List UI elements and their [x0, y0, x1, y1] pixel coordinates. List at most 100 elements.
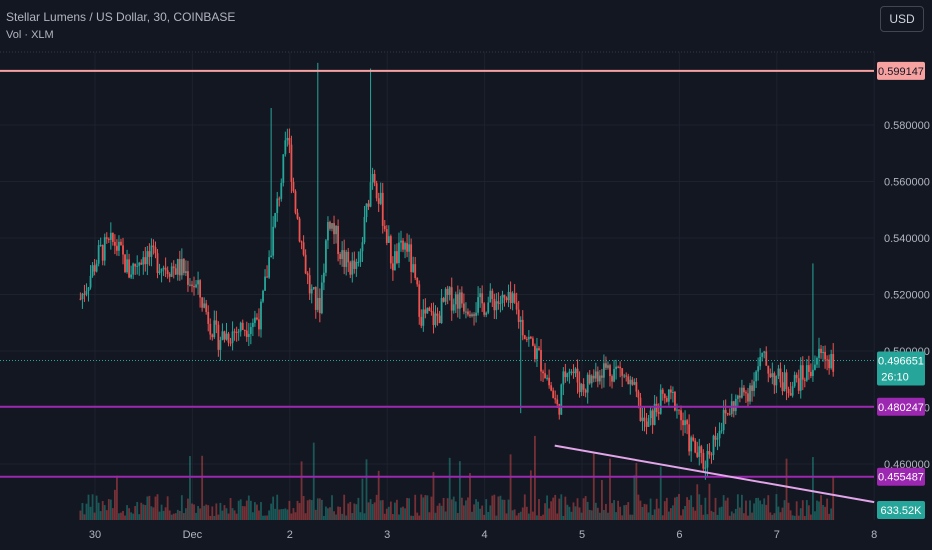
volume-bar [122, 510, 124, 520]
volume-bar [233, 510, 236, 520]
volume-bar [322, 515, 325, 520]
volume-bar [487, 512, 490, 520]
volume-bar [391, 514, 394, 520]
volume-bar [653, 509, 656, 520]
candle-body [387, 236, 390, 243]
candle-body [140, 262, 143, 265]
volume-bar [497, 496, 500, 520]
candle-body [442, 298, 445, 302]
volume-bar [241, 506, 244, 520]
candle-body [432, 311, 435, 326]
candle-body [505, 297, 508, 301]
candle-body [302, 242, 305, 255]
volume-bar [221, 510, 224, 520]
candle-body [241, 322, 244, 330]
candle-body [89, 275, 92, 288]
currency-button[interactable]: USD [880, 6, 924, 32]
candle-body [304, 254, 307, 274]
candle-body [426, 307, 429, 314]
candle-body [258, 319, 260, 330]
candle-body [463, 303, 465, 312]
volume-bar [371, 504, 374, 520]
candle-body [826, 359, 829, 361]
volume-bar [609, 458, 611, 520]
volume-bar [286, 509, 289, 520]
candle-body [134, 263, 137, 267]
volume-bar [605, 503, 607, 520]
candle-body [209, 323, 212, 335]
volume-bar [734, 508, 737, 520]
volume-bar [93, 512, 96, 520]
candle-body [152, 245, 155, 248]
candle-body [130, 274, 133, 278]
volume-bar [572, 502, 575, 520]
volume-bar [471, 511, 473, 520]
volume-bar [538, 499, 540, 520]
volume-bar [146, 496, 149, 520]
candle-body [225, 333, 228, 340]
symbol-title[interactable]: Stellar Lumens / US Dollar, 30, COINBASE [6, 10, 236, 24]
candle-body [363, 216, 366, 243]
candle-body [479, 293, 482, 298]
volume-bar [722, 495, 725, 520]
candle-body [714, 435, 717, 440]
candle-body [570, 371, 573, 373]
volume-bar [113, 489, 116, 520]
volume-bar [771, 514, 774, 520]
candle-body [116, 245, 118, 251]
volume-bar [296, 500, 299, 520]
candle-body [278, 198, 281, 200]
volume-bar [578, 507, 581, 520]
candle-body [562, 371, 565, 385]
volume-bar [621, 515, 624, 520]
candle-body [503, 294, 506, 298]
volume-bar [351, 513, 354, 520]
candle-body [688, 424, 691, 452]
candle-body [448, 287, 451, 296]
volume-bar [256, 504, 258, 520]
candle-body [337, 225, 339, 255]
volume-bar [769, 512, 772, 520]
candle-body [483, 303, 486, 315]
volume-bar [193, 504, 195, 520]
volume-bar [633, 475, 636, 520]
volume-bar [570, 511, 573, 520]
volume-bar [781, 507, 784, 520]
volume-bar [426, 495, 429, 520]
candle-body [718, 430, 721, 439]
volume-bar [85, 503, 88, 520]
candle-body [767, 365, 770, 374]
candle-body [706, 451, 709, 468]
price-axis[interactable]: 0.4600000.4800000.5000000.5200000.540000… [877, 61, 930, 519]
candle-body [176, 259, 179, 275]
volume-bar [680, 515, 682, 520]
volume-bar [716, 514, 719, 520]
volume-bar [795, 501, 798, 520]
candle-body [205, 303, 208, 312]
candle-body [812, 369, 814, 376]
volume-bar [755, 497, 758, 520]
volume-bar [369, 499, 372, 520]
volume-bar [822, 505, 824, 520]
volume-bar [584, 496, 587, 520]
time-axis[interactable]: 30 Dec 2 3 4 5 6 7 8 [89, 529, 877, 541]
volume-bar [375, 494, 378, 520]
volume-bar [832, 476, 835, 520]
candle-body [272, 226, 275, 256]
candle-body [178, 259, 181, 276]
volume-indicator-label[interactable]: Vol · XLM [6, 29, 54, 41]
volume-bar [134, 506, 137, 520]
volume-bar [659, 466, 662, 520]
candle-body [665, 398, 668, 402]
candle-body [738, 395, 741, 398]
candle-body [789, 393, 792, 396]
candle-body [515, 302, 518, 310]
volume-bar [458, 461, 461, 520]
trendline[interactable] [554, 444, 875, 504]
candle-body [734, 398, 737, 412]
volume-bar [406, 497, 408, 520]
volume-bar [438, 503, 441, 520]
drawn-lines[interactable] [0, 69, 875, 504]
candle-body [369, 182, 372, 207]
